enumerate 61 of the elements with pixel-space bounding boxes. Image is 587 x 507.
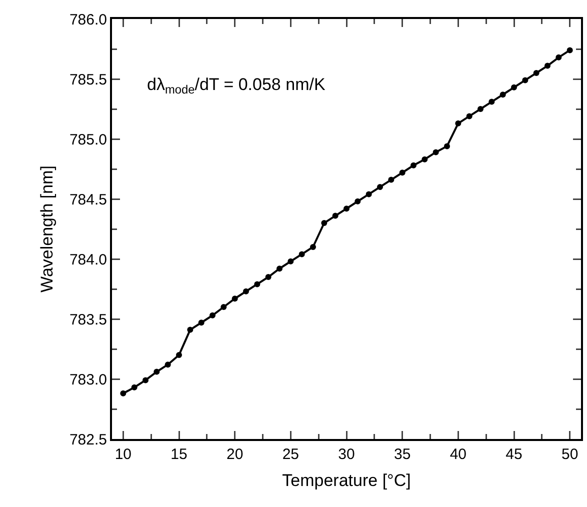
point [422, 156, 428, 162]
point [321, 220, 328, 226]
point [544, 62, 550, 69]
point [298, 251, 305, 258]
point [142, 377, 148, 384]
point [500, 92, 506, 98]
x-tick-label: 30 [338, 446, 355, 463]
point [176, 352, 182, 358]
point [566, 47, 573, 54]
point [232, 296, 238, 302]
point [522, 77, 528, 84]
point [354, 198, 361, 204]
x-tick-label: 25 [282, 446, 300, 463]
point [344, 206, 350, 212]
point [377, 184, 383, 190]
y-axis-title: Wavelength [nm] [38, 166, 57, 292]
point [310, 244, 316, 250]
point [276, 266, 282, 272]
point [410, 162, 416, 168]
point [388, 176, 394, 183]
point [399, 170, 406, 176]
point [444, 143, 450, 150]
point [511, 84, 517, 90]
point [332, 212, 338, 219]
point [488, 98, 495, 105]
y-tick-label: 782.5 [69, 431, 107, 448]
point [254, 281, 260, 288]
x-tick-label: 40 [450, 446, 467, 463]
point [164, 362, 171, 368]
point [187, 326, 194, 333]
annotation: dλ$_{mode}$/dT = 0.058 nm/K [147, 75, 326, 97]
point [210, 312, 216, 318]
point [131, 384, 138, 390]
point [198, 320, 204, 326]
point [243, 288, 249, 294]
point [455, 120, 462, 126]
point [366, 191, 372, 198]
point [533, 70, 540, 76]
y-tick-label: 785.0 [69, 131, 107, 148]
y-tick-label: 785.5 [69, 71, 107, 88]
point [478, 106, 484, 112]
y-tick-label: 784.5 [69, 191, 107, 208]
point [220, 304, 227, 310]
x-tick-label: 20 [226, 446, 244, 463]
point [466, 113, 472, 120]
x-tick-label: 45 [506, 446, 522, 463]
x-tick-label: 35 [394, 446, 411, 463]
y-tick-label: 783.0 [69, 371, 107, 388]
y-tick-label: 783.5 [69, 311, 107, 328]
point [432, 149, 439, 156]
x-tick-label: 50 [561, 446, 578, 463]
point [154, 368, 160, 375]
y-tick-label: 786.0 [69, 11, 107, 28]
x-tick-label: 10 [114, 446, 132, 463]
point [265, 274, 272, 280]
x-axis-title: Temperature [°C] [282, 470, 411, 490]
point [120, 390, 126, 396]
y-tick-label: 784.0 [69, 251, 107, 268]
point [288, 258, 294, 264]
point [556, 54, 562, 60]
x-tick-label: 15 [170, 446, 188, 463]
